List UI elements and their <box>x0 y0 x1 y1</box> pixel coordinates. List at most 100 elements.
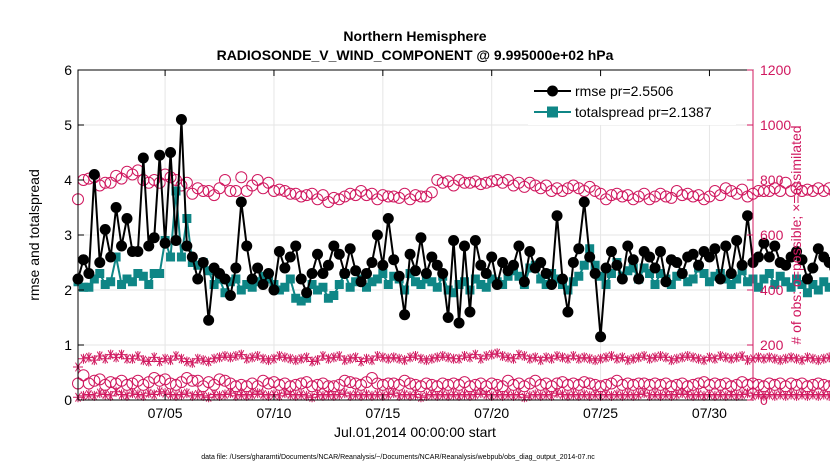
obs-assimilated-point <box>682 351 693 361</box>
obs-assimilated-point <box>105 349 116 360</box>
obs-assimilated-point <box>579 389 590 400</box>
totalspread-point <box>432 282 442 292</box>
rmse-point <box>159 237 171 249</box>
obs-assimilated-point <box>807 389 818 400</box>
obs-assimilated-point <box>633 389 644 400</box>
obs-assimilated-point <box>323 353 334 364</box>
totalspread-point <box>106 277 116 287</box>
y-right-tick-label: 400 <box>760 282 784 298</box>
obs-assimilated-point <box>317 390 328 401</box>
rmse-point <box>497 257 509 268</box>
obs-assimilated-point <box>405 352 416 363</box>
obs-possible-point <box>191 182 204 195</box>
rmse-series <box>72 114 830 343</box>
totalspread-point <box>487 274 497 284</box>
totalspread-point <box>732 274 742 284</box>
totalspread-point <box>743 277 753 287</box>
legend-box <box>528 77 736 125</box>
rmse-point <box>399 309 411 321</box>
totalspread-point <box>704 277 714 287</box>
obs-assimilated-point <box>328 390 339 401</box>
obs-assimilated-point <box>807 353 818 364</box>
obs-assimilated-point <box>671 353 682 364</box>
totalspread-point <box>623 266 633 276</box>
obs-assimilated-point <box>677 388 688 399</box>
obs-assimilated-point <box>573 353 584 364</box>
rmse-point <box>192 273 204 285</box>
totalspread-point <box>329 291 339 300</box>
totalspread-point <box>383 280 393 289</box>
obs-assimilated-point <box>775 389 786 400</box>
totalspread-point <box>362 282 372 292</box>
totalspread-point <box>574 271 584 281</box>
rmse-point <box>350 265 362 277</box>
obs-assimilated-point <box>323 389 334 400</box>
x-tick-label: 07/05 <box>148 405 183 421</box>
totalspread-point <box>781 277 791 287</box>
obs-assimilated-point <box>437 389 448 400</box>
rmse-point <box>796 254 808 266</box>
obs-possible-point <box>687 190 700 203</box>
totalspread-point <box>231 274 241 284</box>
rmse-point <box>584 251 596 263</box>
obs-assimilated-point <box>432 390 443 401</box>
obs-possible-point <box>295 190 308 203</box>
rmse-point <box>382 213 394 224</box>
obs-assimilated-point <box>758 353 769 364</box>
obs-assimilated-point <box>116 389 127 400</box>
rmse-point <box>132 246 144 257</box>
obs-possible-point <box>224 185 237 197</box>
obs-possible-point <box>643 193 656 206</box>
rmse-point <box>83 268 95 279</box>
obs-possible-point <box>251 174 264 186</box>
obs-assimilated-point <box>356 390 367 401</box>
totalspread-point <box>117 280 127 289</box>
obs-assimilated-point <box>628 353 639 364</box>
obs-assimilated-point <box>720 390 731 401</box>
obs-possible-point <box>213 182 226 195</box>
rmse-point <box>600 262 612 274</box>
obs-assimilated-point <box>443 352 454 363</box>
obs-assimilated-point <box>677 352 688 363</box>
obs-assimilated-point <box>726 353 737 364</box>
obs-assimilated-point <box>372 389 383 400</box>
obs-assimilated-point <box>693 353 704 364</box>
totalspread-point <box>307 280 317 289</box>
y-tick-label: 2 <box>64 282 72 298</box>
obs-assimilated-point <box>791 390 802 401</box>
obs-assimilated-point <box>617 390 628 401</box>
rmse-point <box>99 224 111 235</box>
rmse-point <box>475 259 487 271</box>
obs-assimilated-point <box>590 355 601 366</box>
obs-assimilated-point <box>290 390 301 401</box>
obs-assimilated-point <box>611 389 622 400</box>
obs-assimilated-point <box>138 355 149 366</box>
totalspread-point <box>699 269 709 278</box>
obs-possible-point <box>153 176 166 189</box>
obs-possible-point <box>180 176 193 189</box>
obs-assimilated-point <box>796 389 807 400</box>
obs-assimilated-point <box>312 389 323 400</box>
rmse-point <box>121 213 133 224</box>
obs-assimilated-point <box>622 355 633 366</box>
obs-assimilated-point <box>388 352 399 363</box>
rmse-point <box>366 257 378 268</box>
obs-possible-point <box>153 374 166 387</box>
totalspread-point <box>792 274 802 284</box>
y-right-tick-label: 800 <box>760 172 784 188</box>
rmse-point <box>573 243 585 255</box>
obs-possible-point <box>534 182 547 195</box>
totalspread-point <box>775 271 785 281</box>
rmse-point <box>453 317 465 329</box>
obs-possible-point <box>654 187 667 200</box>
rmse-point <box>725 268 737 279</box>
rmse-point <box>507 259 519 271</box>
obs-possible-point <box>344 376 357 389</box>
totalspread-point <box>242 280 252 289</box>
totalspread-point <box>568 277 578 287</box>
totalspread-point <box>726 280 736 289</box>
totalspread-point <box>247 282 257 292</box>
obs-possible-point <box>246 377 259 390</box>
obs-possible-point <box>414 190 427 203</box>
